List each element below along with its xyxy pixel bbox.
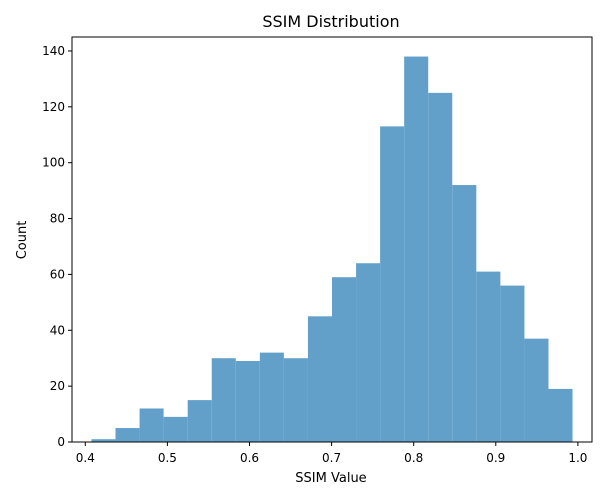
y-axis-label: Count bbox=[15, 221, 30, 260]
histogram-bar bbox=[139, 408, 164, 442]
histogram-bar bbox=[428, 92, 453, 443]
x-tick-label: 0.5 bbox=[158, 451, 177, 465]
histogram-bar bbox=[452, 185, 477, 442]
y-tick-label: 20 bbox=[50, 379, 65, 393]
histogram-bar bbox=[332, 277, 357, 442]
y-tick-label: 80 bbox=[50, 212, 65, 226]
histogram-bar bbox=[259, 352, 284, 442]
histogram-bar bbox=[211, 358, 236, 442]
histogram-bar bbox=[307, 316, 332, 442]
y-axis-ticks: 0 20 40 60 80 100 120 140 bbox=[42, 44, 72, 449]
x-tick-label: 0.4 bbox=[76, 451, 95, 465]
chart-title: SSIM Distribution bbox=[262, 12, 399, 31]
histogram-bar bbox=[476, 271, 501, 442]
histogram-bar bbox=[235, 361, 260, 442]
histogram-bar bbox=[187, 400, 212, 442]
y-tick-label: 140 bbox=[42, 44, 65, 58]
x-tick-label: 0.7 bbox=[322, 451, 341, 465]
histogram-bar bbox=[380, 126, 405, 443]
y-tick-label: 120 bbox=[42, 100, 65, 114]
histogram-bar bbox=[163, 416, 188, 442]
x-axis-ticks: 0.4 0.5 0.6 0.7 0.8 0.9 1.0 bbox=[76, 442, 587, 465]
histogram-bar bbox=[404, 56, 429, 442]
x-axis-label: SSIM Value bbox=[295, 471, 366, 486]
histogram-bar bbox=[500, 285, 525, 442]
histogram-bar bbox=[524, 338, 549, 442]
histogram-bar bbox=[283, 358, 308, 442]
histogram-bar bbox=[115, 428, 140, 442]
y-tick-label: 0 bbox=[57, 435, 65, 449]
histogram-bar bbox=[548, 388, 573, 442]
x-tick-label: 0.9 bbox=[486, 451, 505, 465]
histogram-bar bbox=[91, 439, 116, 442]
x-tick-label: 1.0 bbox=[568, 451, 587, 465]
x-tick-label: 0.8 bbox=[404, 451, 423, 465]
bars-group bbox=[91, 56, 573, 443]
y-tick-label: 40 bbox=[50, 323, 65, 337]
histogram-bar bbox=[356, 263, 381, 442]
y-tick-label: 100 bbox=[42, 156, 65, 170]
y-tick-label: 60 bbox=[50, 267, 65, 281]
x-tick-label: 0.6 bbox=[240, 451, 259, 465]
